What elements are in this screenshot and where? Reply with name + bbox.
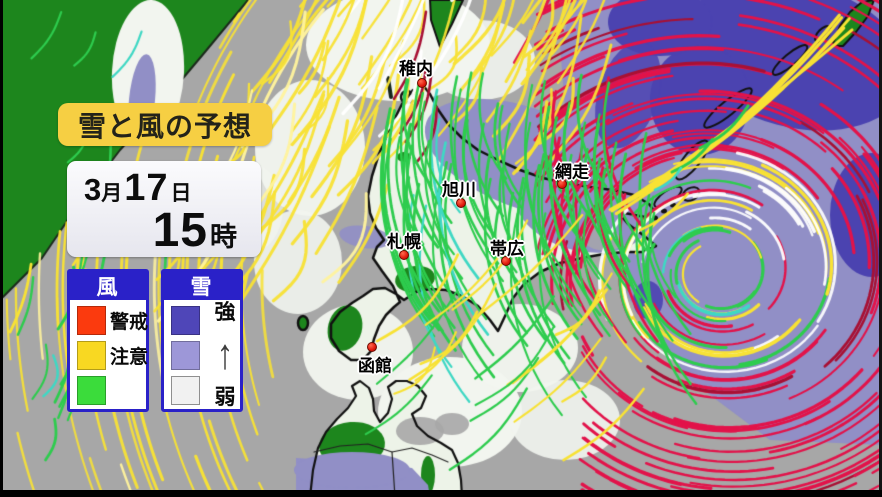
snow-mid-row	[164, 338, 240, 372]
day-value: 17	[124, 167, 169, 209]
wind-legend-row-caution: 注意	[70, 338, 149, 372]
city-label: 稚内	[399, 59, 433, 79]
date-line: 3 月 17 日	[84, 167, 192, 210]
city-dot	[456, 198, 466, 208]
month-unit: 月	[101, 182, 123, 205]
snow-strong-swatch	[171, 305, 200, 335]
snow-legend: 雪 強 ↑ 弱	[161, 269, 243, 412]
snow-strong-label: 強	[214, 301, 236, 324]
wind-legend-rows: 警戒 注意	[70, 302, 149, 407]
day-unit: 日	[170, 182, 192, 205]
wind-legend-header: 風	[70, 272, 146, 300]
title-text: 雪と風の予想	[77, 110, 252, 142]
wind-caution-label: 注意	[110, 346, 149, 368]
wind-legend-row-low	[70, 373, 146, 407]
city-label: 札幌	[387, 232, 421, 252]
snow-weak-row	[164, 373, 240, 407]
month-value: 3	[84, 172, 102, 207]
city-dot	[417, 78, 427, 88]
snow-weak-swatch	[171, 375, 200, 405]
wind-warning-label: 警戒	[110, 311, 149, 333]
hour-value: 15	[152, 204, 208, 257]
wind-warning-swatch	[77, 305, 106, 335]
wind-low-swatch	[77, 375, 106, 405]
snow-mid-swatch	[171, 340, 200, 370]
hour-line: 15 時	[153, 203, 237, 258]
city-label: 帯広	[490, 239, 524, 259]
snow-legend-header: 雪	[164, 272, 240, 300]
hour-unit: 時	[210, 222, 237, 252]
city-dot	[399, 250, 409, 260]
city-label: 旭川	[442, 180, 476, 200]
wind-caution-swatch	[77, 340, 106, 370]
frame-edge-left	[0, 0, 3, 497]
snow-legend-swatches	[164, 302, 240, 407]
city-dot	[501, 256, 511, 266]
city-dot	[367, 342, 377, 352]
wind-legend-row-warning: 警戒	[70, 303, 149, 337]
snow-weak-label: 弱	[214, 386, 236, 409]
page-title: 雪と風の予想	[58, 103, 272, 146]
snow-strong-row	[164, 303, 240, 337]
city-dot	[557, 179, 567, 189]
up-arrow-icon: ↑	[216, 330, 234, 379]
city-label: 函館	[358, 356, 392, 376]
datetime-panel: 3 月 17 日 15 時	[67, 161, 261, 257]
frame-edge-bottom	[0, 490, 882, 497]
wind-legend: 風 警戒 注意	[67, 269, 149, 412]
snow-scale-labels: 強 ↑ 弱	[206, 302, 244, 408]
frame-edge-right	[879, 0, 882, 497]
city-label: 網走	[555, 162, 589, 182]
